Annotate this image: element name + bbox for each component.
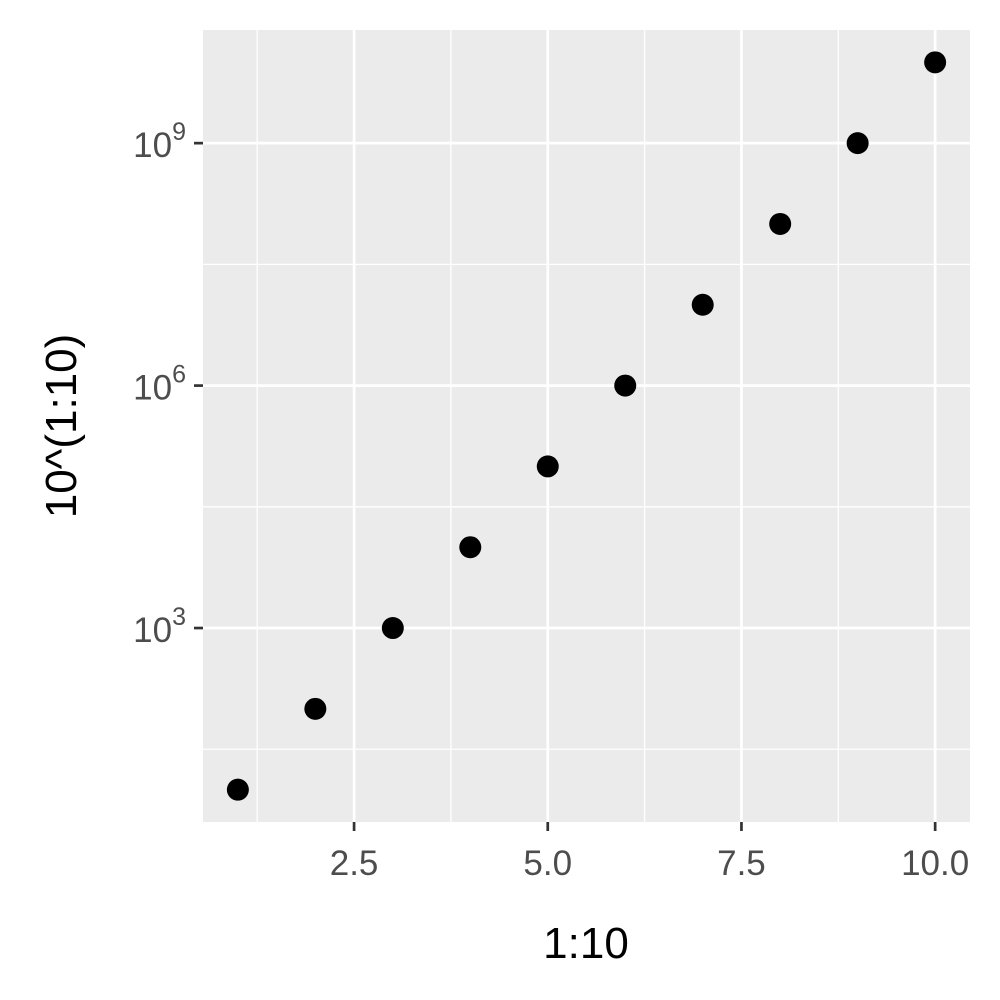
x-tick-label: 7.5 [717,844,766,883]
x-axis-title: 1:10 [543,919,629,968]
y-tick-label: 109 [133,118,186,165]
y-axis-title: 10^(1:10) [37,334,86,519]
data-point [691,293,714,316]
x-tick-label: 2.5 [330,844,379,883]
minor-grid [203,30,970,822]
data-point [846,132,869,155]
data-points [226,51,947,801]
y-axis: 103 106 109 [133,118,203,650]
data-point [304,697,327,720]
data-point [614,374,637,397]
data-point [381,617,404,640]
data-point [924,51,947,74]
data-point [459,536,482,559]
major-grid [203,30,970,822]
y-tick-label: 103 [133,603,186,650]
data-point [536,455,559,478]
data-point [769,212,792,235]
data-point [226,778,249,801]
x-tick-label: 5.0 [523,844,572,883]
x-tick-label: 10.0 [901,844,969,883]
x-axis: 2.5 5.0 7.5 10.0 [330,822,969,883]
plot-panel [203,30,970,822]
y-tick-label: 106 [133,361,186,408]
